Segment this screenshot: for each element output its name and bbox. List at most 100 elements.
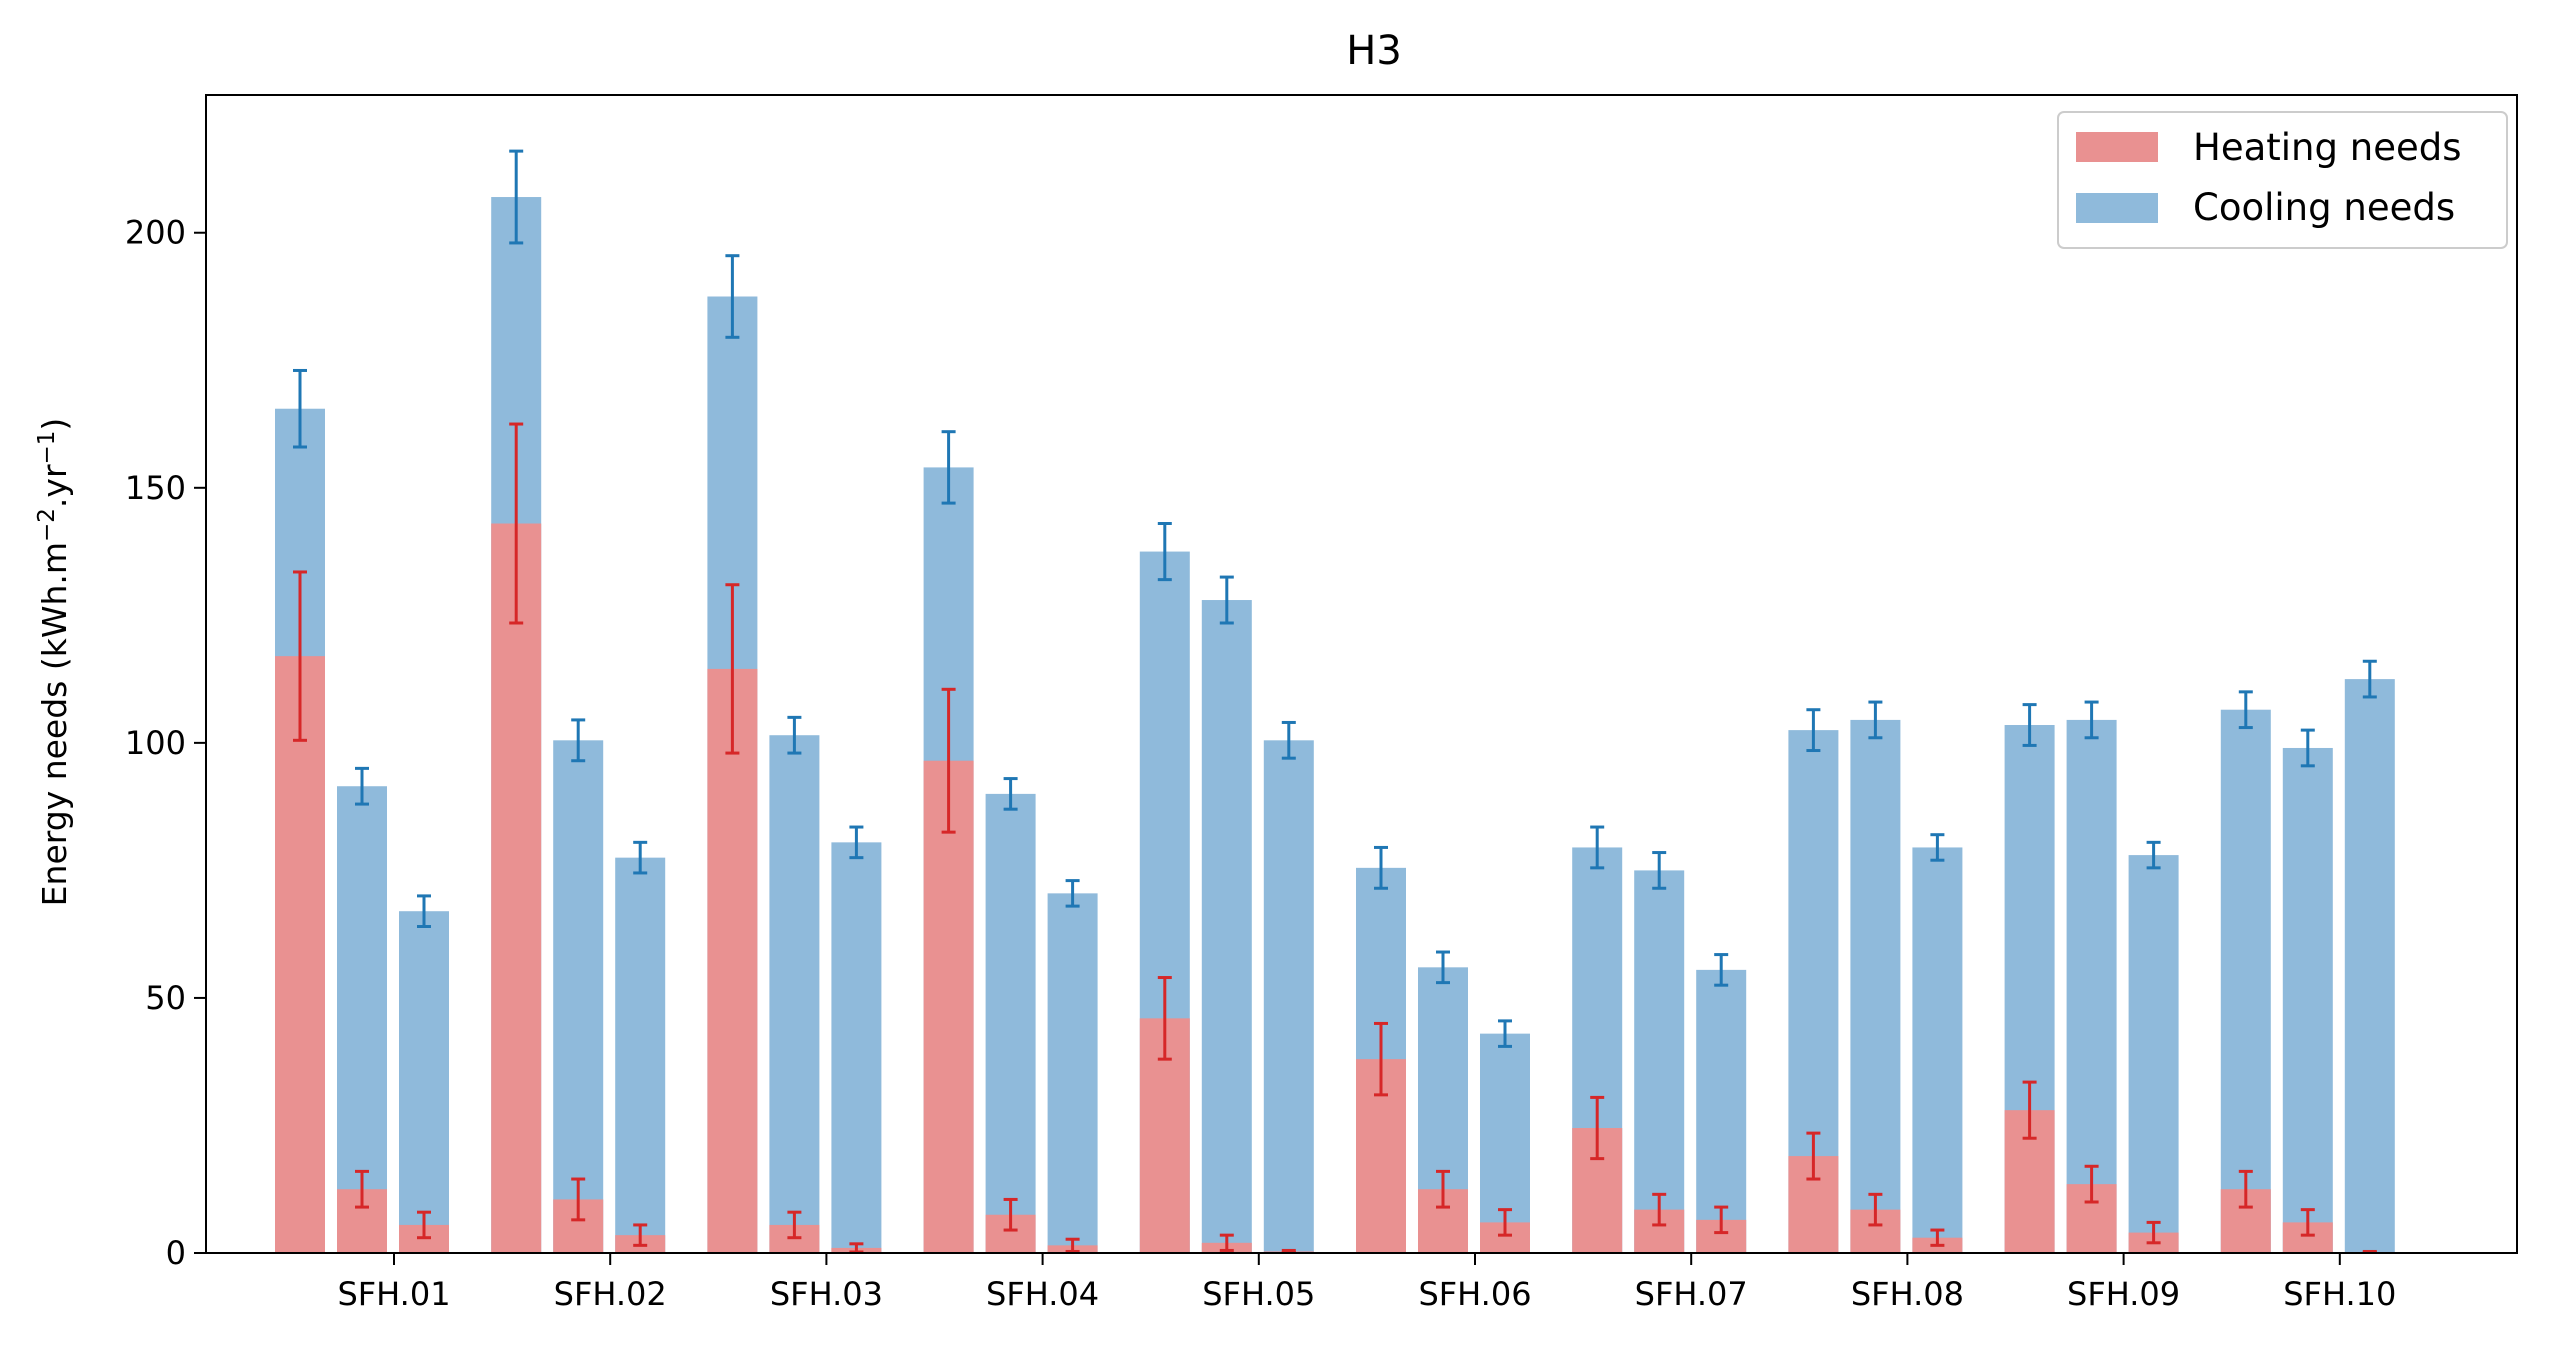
- error-bar-heating-needs-sfh-10-1: [2238, 1169, 2253, 1209]
- x-tick-label: SFH.08: [1851, 1275, 1964, 1313]
- error-bar-cooling-needs-sfh-06-3: [1498, 1019, 1512, 1048]
- bar-heating-needs-sfh-01-1: [275, 656, 325, 1253]
- bar-heating-needs-sfh-02-1: [491, 523, 542, 1253]
- error-bar-cooling-needs-sfh-03-1: [725, 254, 740, 339]
- error-bar-heating-needs-sfh-02-2: [571, 1177, 586, 1222]
- error-bar-heating-needs-sfh-02-3: [633, 1223, 648, 1247]
- y-tick-label: 200: [125, 214, 186, 252]
- legend-label-heating-needs: Heating needs: [2193, 126, 2462, 169]
- error-bar-cooling-needs-sfh-02-1: [509, 149, 524, 245]
- bar-cooling-needs-sfh-05-3: [1263, 740, 1314, 1253]
- error-bar-heating-needs-sfh-06-3: [1498, 1208, 1512, 1237]
- x-tick-label: SFH.06: [1418, 1275, 1531, 1313]
- error-bar-heating-needs-sfh-03-1: [725, 583, 740, 755]
- y-axis-label: Energy needs (kWh.m−2.yr−1): [34, 418, 74, 907]
- bar-cooling-needs-sfh-07-2: [1634, 870, 1685, 1253]
- error-bar-heating-needs-sfh-09-1: [2022, 1080, 2037, 1140]
- plot-frame: [205, 94, 2518, 1254]
- error-bar-cooling-needs-sfh-09-3: [2146, 840, 2161, 870]
- error-bar-heating-needs-sfh-09-3: [2146, 1220, 2161, 1245]
- y-axis: 0 50 100 150 200: [125, 214, 206, 1272]
- x-tick-label: SFH.09: [2067, 1275, 2180, 1313]
- bar-cooling-needs-sfh-09-3: [2128, 855, 2179, 1253]
- bar-cooling-needs-sfh-09-2: [2066, 719, 2117, 1253]
- bar-cooling-needs-sfh-05-2: [1201, 600, 1252, 1253]
- error-bar-cooling-needs-sfh-06-2: [1436, 950, 1450, 985]
- error-bar-heating-needs-sfh-04-1: [941, 687, 956, 834]
- error-bar-heating-needs-sfh-07-2: [1652, 1192, 1667, 1227]
- error-bar-cooling-needs-sfh-09-1: [2022, 703, 2037, 747]
- bar-cooling-needs-sfh-04-3: [1047, 893, 1098, 1253]
- y-tick-label: 100: [125, 724, 186, 762]
- error-bar-heating-needs-sfh-08-2: [1868, 1192, 1883, 1227]
- error-bar-cooling-needs-sfh-06-1: [1374, 845, 1388, 890]
- bar-cooling-needs-sfh-04-2: [985, 793, 1036, 1253]
- y-axis-label-superscript-1: −2: [34, 508, 60, 542]
- error-bar-cooling-needs-sfh-08-1: [1806, 708, 1821, 753]
- y-axis-label-end: ): [35, 418, 74, 431]
- x-tick-label: SFH.07: [1635, 1275, 1748, 1313]
- error-bar-heating-needs-sfh-01-1: [293, 570, 307, 742]
- error-bar-cooling-needs-sfh-10-2: [2300, 728, 2315, 768]
- error-bar-heating-needs-sfh-06-2: [1436, 1169, 1450, 1209]
- bar-cooling-needs-sfh-10-2: [2282, 747, 2333, 1253]
- bar-cooling-needs-sfh-02-3: [615, 857, 666, 1253]
- bar-heating-needs-sfh-03-1: [707, 668, 758, 1253]
- bar-heating-needs-sfh-04-1: [923, 760, 974, 1253]
- error-bar-heating-needs-sfh-04-2: [1003, 1197, 1018, 1232]
- chart-title: H3: [1346, 28, 1402, 74]
- bar-cooling-needs-sfh-01-3: [399, 911, 449, 1253]
- error-bar-cooling-needs-sfh-07-2: [1652, 851, 1667, 890]
- x-tick-label: SFH.03: [770, 1275, 883, 1313]
- error-bar-heating-needs-sfh-07-3: [1714, 1205, 1729, 1235]
- error-bar-heating-needs-sfh-01-2: [355, 1169, 369, 1209]
- error-bar-cooling-needs-sfh-03-2: [787, 715, 802, 755]
- error-bar-cooling-needs-sfh-01-2: [355, 766, 369, 806]
- error-bar-cooling-needs-sfh-02-3: [633, 840, 648, 875]
- x-tick-label: SFH.04: [986, 1275, 1099, 1313]
- error-bar-heating-needs-sfh-03-2: [787, 1210, 802, 1240]
- legend: Heating needs Cooling needs: [2057, 111, 2508, 249]
- error-bar-heating-needs-sfh-10-2: [2300, 1208, 2315, 1237]
- error-bar-cooling-needs-sfh-03-3: [849, 825, 864, 860]
- bar-cooling-needs-sfh-10-3: [2344, 679, 2395, 1253]
- y-tick-label: 0: [166, 1234, 186, 1272]
- error-bar-heating-needs-sfh-04-3: [1065, 1237, 1080, 1253]
- legend-swatch-heating-needs: [2076, 132, 2158, 162]
- bar-cooling-needs-sfh-02-2: [553, 740, 604, 1253]
- y-axis-label-main: Energy needs (kWh.m: [35, 542, 74, 906]
- error-bar-cooling-needs-sfh-05-2: [1219, 575, 1234, 625]
- error-bar-cooling-needs-sfh-08-2: [1868, 700, 1883, 740]
- error-bar-cooling-needs-sfh-05-1: [1157, 522, 1172, 582]
- error-bar-heating-needs-sfh-08-1: [1806, 1131, 1821, 1181]
- error-bar-cooling-needs-sfh-04-2: [1003, 777, 1018, 811]
- error-bar-heating-needs-sfh-09-2: [2084, 1164, 2099, 1204]
- error-bar-heating-needs-sfh-08-3: [1930, 1228, 1945, 1247]
- bar-cooling-needs-sfh-10-1: [2220, 709, 2271, 1253]
- x-tick-label: SFH.05: [1202, 1275, 1315, 1313]
- legend-box: [2057, 111, 2508, 249]
- y-tick-label: 150: [125, 469, 186, 507]
- x-axis: SFH.01 SFH.02 SFH.03 SFH.04 SFH.05 SFH.06 SFH.…: [337, 1253, 2396, 1313]
- error-bar-cooling-needs-sfh-04-3: [1065, 879, 1080, 908]
- y-tick-label: 50: [145, 979, 186, 1017]
- x-tick-label: SFH.01: [337, 1275, 450, 1313]
- x-tick-label: SFH.02: [554, 1275, 667, 1313]
- plot-area: [275, 149, 2395, 1254]
- bar-cooling-needs-sfh-08-3: [1912, 847, 1963, 1253]
- error-bar-heating-needs-sfh-01-3: [417, 1210, 431, 1240]
- bar-cooling-needs-sfh-03-3: [831, 842, 882, 1253]
- error-bar-heating-needs-sfh-05-1: [1157, 976, 1172, 1061]
- y-axis-label-middle: .yr: [35, 464, 74, 508]
- error-bar-cooling-needs-sfh-07-3: [1714, 953, 1729, 987]
- error-bar-cooling-needs-sfh-05-3: [1281, 720, 1296, 760]
- error-bar-cooling-needs-sfh-10-3: [2362, 659, 2377, 699]
- error-bar-cooling-needs-sfh-07-1: [1590, 825, 1605, 870]
- error-bar-cooling-needs-sfh-10-1: [2238, 690, 2253, 730]
- bar-cooling-needs-sfh-03-2: [769, 735, 820, 1253]
- legend-swatch-cooling-needs: [2076, 193, 2158, 223]
- error-bar-cooling-needs-sfh-08-3: [1930, 833, 1945, 862]
- x-tick-label: SFH.10: [2283, 1275, 2396, 1313]
- error-bar-heating-needs-sfh-03-3: [849, 1242, 864, 1254]
